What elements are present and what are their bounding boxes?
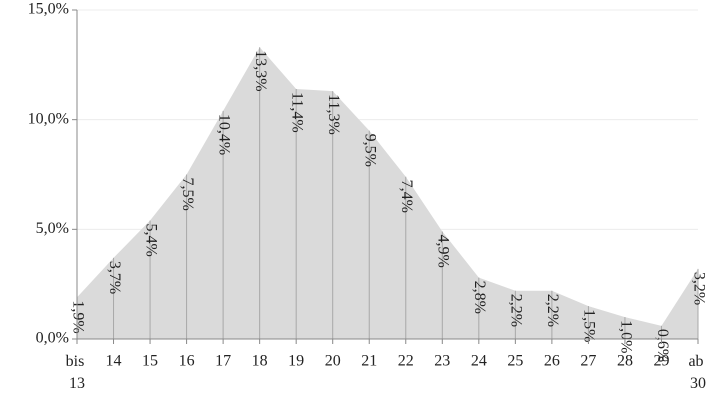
data-label: 3,7% <box>106 261 123 294</box>
x-tick-label: 19 <box>288 353 304 370</box>
y-tick-label: 5,0% <box>36 220 69 237</box>
data-label: 1,9% <box>69 300 86 333</box>
x-tick-label: 26 <box>544 353 560 370</box>
data-label: 1,5% <box>581 309 598 342</box>
y-tick-label: 0,0% <box>36 330 69 347</box>
data-label: 13,3% <box>252 50 269 91</box>
data-label: 3,2% <box>690 272 707 305</box>
data-label: 7,5% <box>179 178 196 211</box>
y-tick-label: 10,0% <box>28 110 69 127</box>
x-tick-label: 16 <box>179 353 195 370</box>
x-tick-label: 23 <box>434 353 450 370</box>
data-label: 10,4% <box>215 114 232 155</box>
x-tick-label: 15 <box>142 353 158 370</box>
data-label: 9,5% <box>362 134 379 167</box>
data-label: 2,8% <box>471 281 488 314</box>
x-tick-label: 20 <box>325 353 341 370</box>
x-tick-label: 29 <box>653 353 669 370</box>
x-tick-label: 27 <box>580 353 596 370</box>
data-label: 7,4% <box>398 180 415 213</box>
x-tick-label: 17 <box>215 353 231 370</box>
data-label: 0,6% <box>654 329 671 362</box>
x-tick-label: bis 13 <box>66 353 89 392</box>
data-label: 5,4% <box>142 224 159 257</box>
data-label: 11,3% <box>325 94 342 135</box>
x-tick-label: 24 <box>471 353 487 370</box>
data-label: 4,9% <box>435 235 452 268</box>
data-label: 2,2% <box>508 294 525 327</box>
data-label: 11,4% <box>289 92 306 133</box>
x-tick-label: 25 <box>507 353 523 370</box>
data-label: 2,2% <box>544 294 561 327</box>
area <box>77 47 698 339</box>
x-tick-label: 22 <box>398 353 414 370</box>
y-tick-label: 15,0% <box>28 1 69 18</box>
data-label: 1,0% <box>617 320 634 353</box>
x-tick-label: 14 <box>106 353 122 370</box>
x-tick-label: ab 30 <box>688 353 707 392</box>
x-tick-label: 28 <box>617 353 633 370</box>
x-tick-label: 21 <box>361 353 377 370</box>
x-tick-label: 18 <box>252 353 268 370</box>
